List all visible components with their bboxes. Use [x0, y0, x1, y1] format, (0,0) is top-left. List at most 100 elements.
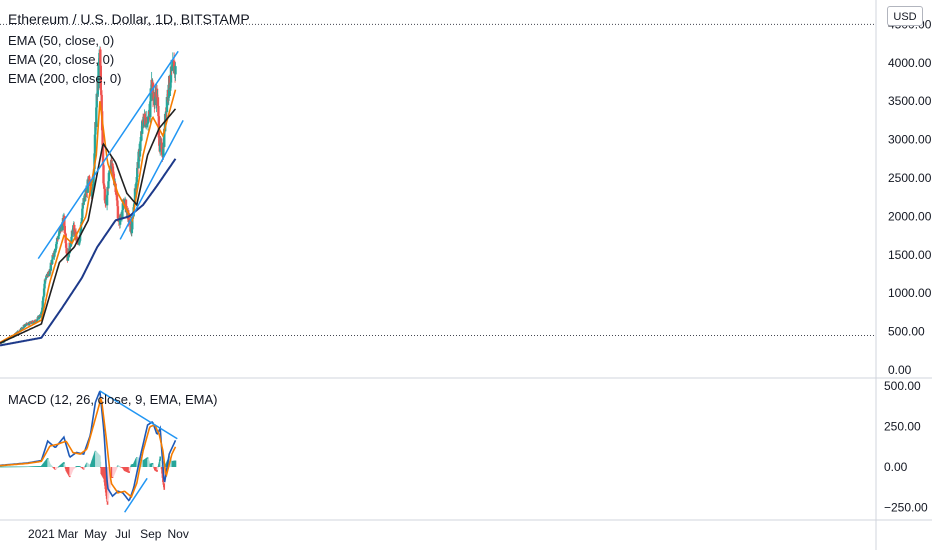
histogram-bar [51, 466, 53, 467]
candle-body [111, 163, 114, 167]
candle-body [99, 49, 102, 66]
candle-body [57, 234, 61, 236]
candle-body [68, 242, 71, 254]
candle-body [32, 322, 35, 324]
signal-line[interactable] [0, 396, 177, 499]
histogram-bar [99, 455, 101, 467]
ema20-line[interactable] [0, 89, 177, 344]
candle-body [134, 188, 138, 190]
candle-body [48, 268, 52, 274]
candle-body [133, 188, 137, 205]
candle-body [146, 123, 149, 125]
histogram-bar [159, 460, 162, 467]
candle-body [24, 325, 27, 327]
candle-body [33, 322, 36, 323]
candle-body [149, 88, 152, 102]
candle-body [78, 240, 81, 243]
candle-body [55, 237, 59, 242]
x-tick-label: Sep [140, 527, 162, 541]
candle-body [38, 316, 42, 318]
histogram-bar [63, 463, 66, 467]
macd-trendline-1[interactable] [124, 477, 148, 513]
macd-tick-label: 0.00 [884, 460, 908, 474]
candle-body [52, 256, 56, 258]
candle-body [34, 319, 37, 322]
candle-body [115, 194, 118, 196]
candle-body [70, 236, 73, 244]
candle-body [164, 111, 168, 122]
macd-histogram [0, 450, 177, 505]
currency-badge[interactable]: USD [887, 6, 923, 26]
candle-body [116, 206, 120, 219]
candle-body [53, 250, 56, 257]
price-tick-label: 500.00 [888, 325, 925, 339]
candle-body [91, 187, 95, 191]
candle-body [99, 65, 102, 91]
candle-body [82, 198, 85, 205]
candle-body [43, 279, 47, 284]
histogram-bar [174, 460, 177, 467]
candle-body [78, 235, 82, 241]
candle-body [69, 243, 73, 246]
histogram-bar [83, 467, 85, 469]
candle-body [170, 66, 174, 71]
histogram-bar [152, 464, 154, 467]
candle-body [172, 60, 175, 62]
candle-body [95, 107, 98, 128]
price-trendline-1[interactable] [119, 120, 184, 240]
candle-body [23, 325, 26, 328]
chart-title: Ethereum / U.S. Dollar, 1D, BITSTAMP [8, 11, 250, 27]
candle-body [92, 173, 95, 188]
ema50-legend[interactable]: EMA (50, close, 0) [8, 33, 115, 48]
ema200-line[interactable] [0, 158, 177, 347]
candle-body [118, 215, 122, 225]
candle-body [55, 241, 58, 245]
price-tick-label: 1000.00 [888, 286, 932, 300]
candle-body [107, 181, 110, 189]
macd-legend[interactable]: MACD (12, 26, close, 9, EMA, EMA) [8, 392, 218, 407]
candle-body [103, 188, 107, 201]
candle-body [108, 171, 111, 173]
price-tick-label: 1500.00 [888, 248, 932, 262]
candle-body [81, 202, 84, 209]
macd-tick-label: 250.00 [884, 420, 921, 434]
candle-body [31, 321, 35, 323]
macd-trendline-0[interactable] [99, 390, 178, 440]
candle-body [100, 90, 103, 95]
histogram-bar [116, 467, 118, 468]
candle-body [130, 229, 134, 234]
candle-body [79, 224, 83, 232]
candle-body [44, 278, 48, 280]
candle-body [94, 122, 97, 135]
candle-body [165, 97, 169, 112]
candle-body [162, 143, 165, 158]
histogram-bar [115, 467, 118, 469]
x-tick-label: Nov [168, 527, 189, 541]
ema200-legend[interactable]: EMA (200, close, 0) [8, 71, 122, 86]
candle-body [107, 172, 111, 182]
candle-body [42, 297, 45, 301]
histogram-bar [79, 466, 82, 468]
candle-body [114, 192, 118, 195]
candle-body [22, 326, 25, 328]
x-tick-label: Mar [58, 527, 79, 541]
candle-body [169, 82, 172, 88]
price-trendline-0[interactable] [37, 50, 179, 260]
ema20-legend[interactable]: EMA (20, close, 0) [8, 52, 115, 67]
candle-body [169, 66, 173, 83]
candle-body [137, 151, 140, 169]
candle-body [157, 105, 160, 117]
candle-body [54, 248, 57, 251]
candle-body [88, 179, 91, 180]
candle-body [69, 245, 72, 247]
candle-body [73, 224, 76, 235]
candle-body [168, 87, 172, 90]
candle-body [64, 243, 68, 248]
ema50-line[interactable] [0, 108, 177, 344]
candle-body [142, 120, 146, 127]
histogram-bar [129, 467, 132, 468]
candle-body [135, 182, 138, 189]
price-tick-label: 3000.00 [888, 133, 932, 147]
candle-body [49, 262, 53, 271]
histogram-bar [160, 465, 162, 467]
